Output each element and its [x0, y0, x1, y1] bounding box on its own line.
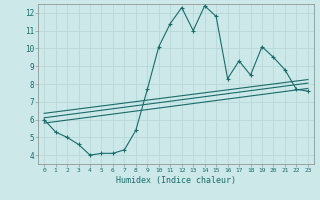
X-axis label: Humidex (Indice chaleur): Humidex (Indice chaleur) — [116, 176, 236, 185]
